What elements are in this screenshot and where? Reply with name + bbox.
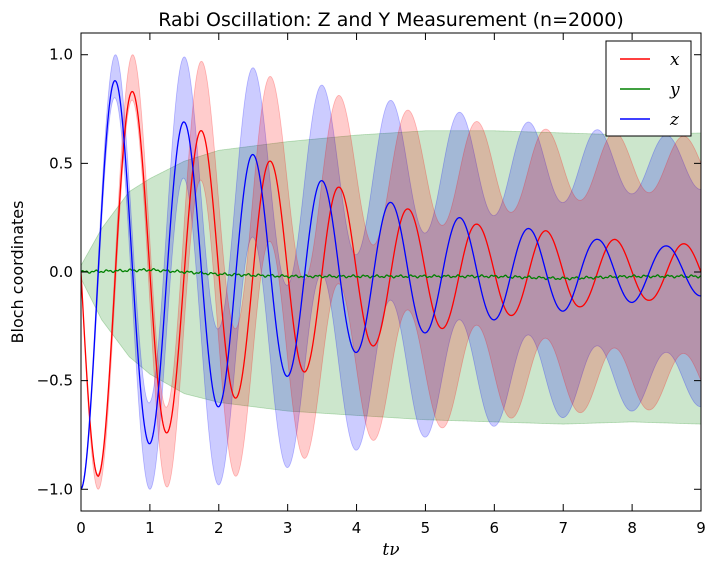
axis-ticks <box>80 33 702 511</box>
series-line-y <box>81 267 701 281</box>
x-tick-label: 4 <box>352 519 362 537</box>
y-axis-label: Bloch coordinates <box>8 201 27 344</box>
legend: x y z <box>605 40 692 137</box>
x-tick-labels: 0 1 2 3 4 5 6 7 8 9 <box>76 519 706 537</box>
x-tick-label: 2 <box>214 519 224 537</box>
y-tick-label: 0.5 <box>49 154 73 172</box>
y-tick-label: 0.0 <box>49 263 73 281</box>
x-tick-label: 9 <box>696 519 706 537</box>
y-tick-label: −1.0 <box>37 480 73 498</box>
legend-label-x: x <box>670 50 680 70</box>
x-tick-label: 7 <box>558 519 568 537</box>
y-tick-label: −0.5 <box>37 372 73 390</box>
y-tick-labels: 1.0 0.5 0.0 −0.5 −1.0 <box>37 46 73 499</box>
series-line-z <box>81 79 701 490</box>
plot-area <box>81 54 701 490</box>
x-tick-label: 0 <box>76 519 86 537</box>
x-tick-label: 8 <box>627 519 637 537</box>
x-tick-label: 6 <box>490 519 500 537</box>
x-axis-label: tν <box>382 540 399 560</box>
legend-label-z: z <box>669 110 680 130</box>
x-tick-label: 5 <box>421 519 431 537</box>
series-line-x <box>81 90 701 478</box>
chart-title: Rabi Oscillation: Z and Y Measurement (n… <box>158 9 624 31</box>
x-tick-label: 3 <box>283 519 293 537</box>
legend-label-y: y <box>669 80 680 100</box>
x-tick-label: 1 <box>145 519 155 537</box>
y-tick-label: 1.0 <box>49 46 73 64</box>
band-y <box>81 130 701 425</box>
